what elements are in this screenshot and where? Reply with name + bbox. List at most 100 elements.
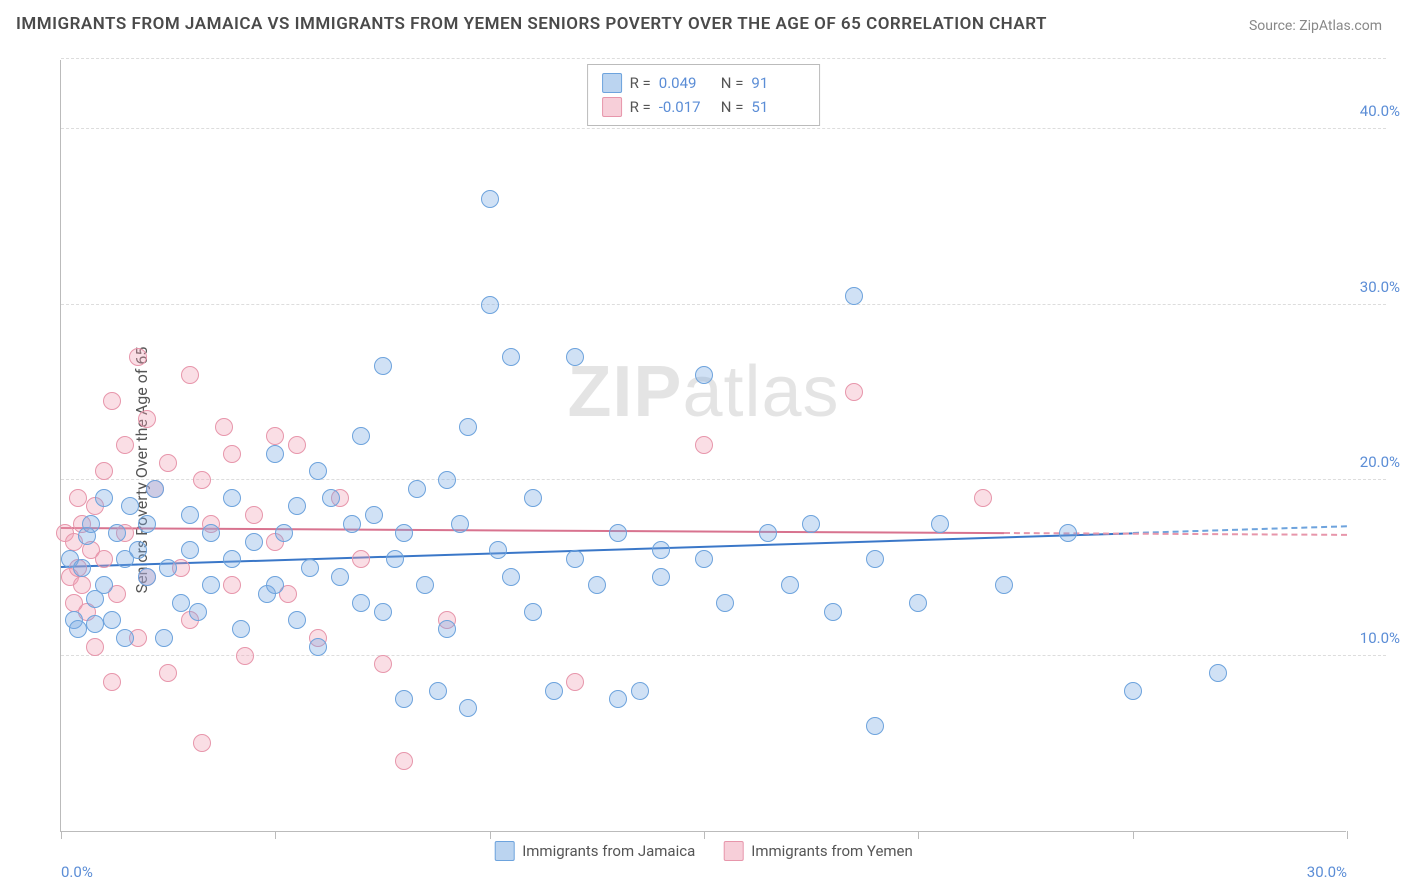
r-value-jamaica: 0.049 (659, 71, 713, 95)
data-point-pink (95, 550, 113, 568)
data-point-blue (459, 418, 477, 436)
data-point-blue (438, 471, 456, 489)
data-point-pink (103, 673, 121, 691)
data-point-pink (223, 445, 241, 463)
data-point-blue (95, 489, 113, 507)
n-value-yemen: 51 (751, 95, 805, 119)
data-point-blue (652, 568, 670, 586)
watermark: ZIPatlas (567, 351, 839, 433)
data-point-blue (716, 594, 734, 612)
data-point-blue (866, 550, 884, 568)
data-point-blue (866, 717, 884, 735)
data-point-blue (481, 296, 499, 314)
data-point-blue (245, 533, 263, 551)
data-point-pink (695, 436, 713, 454)
data-point-blue (288, 611, 306, 629)
r-value-yemen: -0.017 (659, 95, 713, 119)
data-point-pink (181, 366, 199, 384)
data-point-blue (374, 357, 392, 375)
data-point-blue (189, 603, 207, 621)
chart-container: Seniors Poverty Over the Age of 65 ZIPat… (0, 48, 1406, 892)
x-tick (490, 831, 491, 839)
data-point-blue (802, 515, 820, 533)
data-point-pink (223, 576, 241, 594)
data-point-blue (451, 515, 469, 533)
data-point-blue (695, 550, 713, 568)
data-point-blue (631, 682, 649, 700)
legend-row-jamaica: R = 0.049 N = 91 (602, 71, 806, 95)
data-point-blue (155, 629, 173, 647)
data-point-pink (352, 550, 370, 568)
data-point-blue (121, 497, 139, 515)
data-point-blue (146, 480, 164, 498)
correlation-legend: R = 0.049 N = 91 R = -0.017 N = 51 (587, 64, 821, 126)
data-point-blue (129, 541, 147, 559)
data-point-blue (502, 348, 520, 366)
swatch-blue-icon (602, 73, 622, 93)
x-tick-label: 30.0% (1307, 863, 1347, 881)
data-point-blue (489, 541, 507, 559)
n-value-jamaica: 91 (751, 71, 805, 95)
data-point-blue (275, 524, 293, 542)
data-point-blue (1124, 682, 1142, 700)
data-point-blue (395, 690, 413, 708)
data-point-blue (288, 497, 306, 515)
data-point-blue (322, 489, 340, 507)
data-point-pink (266, 427, 284, 445)
series-legend: Immigrants from Jamaica Immigrants from … (494, 841, 913, 861)
source-label: Source: (1249, 18, 1299, 34)
data-point-pink (138, 410, 156, 428)
data-point-blue (386, 550, 404, 568)
swatch-pink-icon (723, 841, 743, 861)
data-point-blue (223, 489, 241, 507)
data-point-blue (202, 524, 220, 542)
data-point-blue (108, 524, 126, 542)
data-point-blue (86, 615, 104, 633)
data-point-blue (416, 576, 434, 594)
data-point-blue (429, 682, 447, 700)
r-label: R = (630, 71, 651, 95)
source-link[interactable]: ZipAtlas.com (1299, 18, 1382, 34)
data-point-blue (365, 506, 383, 524)
data-point-blue (95, 576, 113, 594)
data-point-blue (438, 620, 456, 638)
data-point-blue (374, 603, 392, 621)
data-point-pink (566, 673, 584, 691)
data-point-blue (1209, 664, 1227, 682)
data-point-blue (138, 515, 156, 533)
data-point-pink (86, 638, 104, 656)
watermark-rest: atlas (682, 352, 839, 432)
data-point-blue (138, 568, 156, 586)
legend-label-jamaica: Immigrants from Jamaica (522, 842, 695, 860)
gridline (61, 304, 1386, 305)
data-point-blue (309, 638, 327, 656)
data-point-pink (69, 489, 87, 507)
data-point-blue (181, 541, 199, 559)
data-point-blue (545, 682, 563, 700)
legend-row-yemen: R = -0.017 N = 51 (602, 95, 806, 119)
data-point-pink (129, 348, 147, 366)
x-tick-label: 0.0% (61, 863, 93, 881)
data-point-pink (374, 655, 392, 673)
data-point-blue (69, 620, 87, 638)
gridline (61, 479, 1386, 480)
data-point-pink (245, 506, 263, 524)
data-point-pink (193, 734, 211, 752)
y-tick-label: 10.0% (1360, 629, 1400, 647)
data-point-pink (215, 418, 233, 436)
y-tick-label: 20.0% (1360, 453, 1400, 471)
data-point-blue (116, 629, 134, 647)
swatch-blue-icon (494, 841, 514, 861)
data-point-blue (845, 287, 863, 305)
data-point-blue (1059, 524, 1077, 542)
data-point-blue (995, 576, 1013, 594)
x-tick (1133, 831, 1134, 839)
data-point-blue (172, 594, 190, 612)
x-tick (918, 831, 919, 839)
data-point-blue (266, 576, 284, 594)
n-label: N = (721, 95, 744, 119)
data-point-blue (343, 515, 361, 533)
data-point-pink (116, 436, 134, 454)
data-point-blue (609, 690, 627, 708)
data-point-blue (103, 611, 121, 629)
